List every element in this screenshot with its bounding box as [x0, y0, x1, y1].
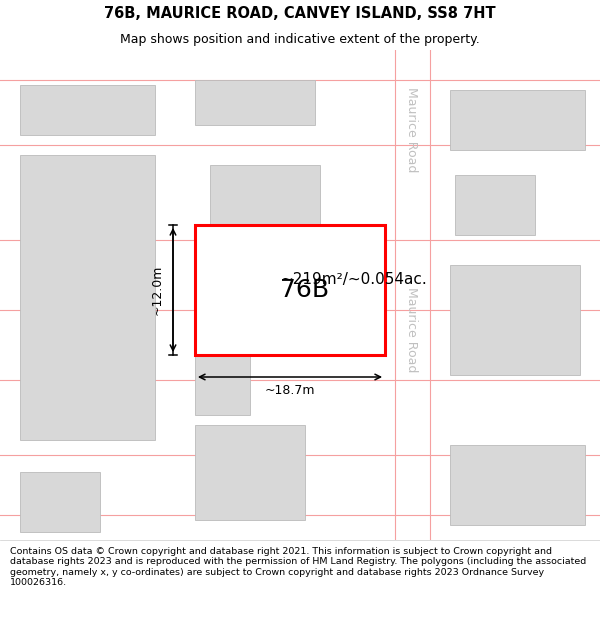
Bar [230, 265, 310, 340]
Bar [450, 445, 585, 525]
Bar [195, 225, 385, 355]
Text: Map shows position and indicative extent of the property.: Map shows position and indicative extent… [120, 32, 480, 46]
Bar [195, 80, 315, 125]
Bar [210, 165, 320, 245]
Text: ~12.0m: ~12.0m [151, 265, 163, 315]
Text: ~219m²/~0.054ac.: ~219m²/~0.054ac. [280, 272, 427, 288]
Text: Maurice Road: Maurice Road [406, 88, 419, 172]
Text: ~18.7m: ~18.7m [265, 384, 315, 398]
Bar [20, 85, 155, 135]
Bar [20, 472, 100, 532]
Text: 76B: 76B [280, 278, 329, 302]
Text: Contains OS data © Crown copyright and database right 2021. This information is : Contains OS data © Crown copyright and d… [10, 547, 586, 587]
Bar [195, 425, 305, 520]
Bar [450, 265, 580, 375]
Bar [20, 155, 155, 440]
Bar [255, 235, 350, 345]
Text: Maurice Road: Maurice Road [406, 288, 419, 372]
Bar [450, 90, 585, 150]
Text: 76B, MAURICE ROAD, CANVEY ISLAND, SS8 7HT: 76B, MAURICE ROAD, CANVEY ISLAND, SS8 7H… [104, 6, 496, 21]
Bar [195, 355, 250, 415]
Bar [455, 175, 535, 235]
